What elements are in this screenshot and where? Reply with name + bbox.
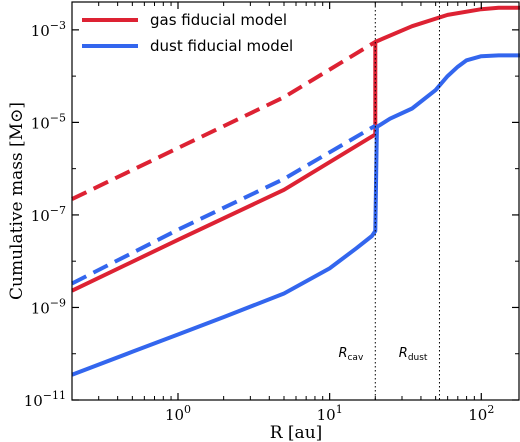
series-lines xyxy=(71,5,520,377)
legend-label-0: gas fiducial model xyxy=(150,11,287,29)
y-tick-label: 10−11 xyxy=(24,389,66,410)
x-tick-label: 101 xyxy=(317,403,343,424)
vline-label-0: Rcav xyxy=(338,346,364,363)
series-line-3 xyxy=(71,123,377,286)
reference-lines: Rcav Rdust xyxy=(338,2,440,400)
vline-label-1: Rdust xyxy=(399,346,428,363)
tick-labels: 100 101 102 10−11 10−9 10−7 10−5 10−3 xyxy=(24,19,495,424)
legend: gas fiducial model dust fiducial model xyxy=(82,11,293,55)
x-tick-label: 100 xyxy=(165,403,191,424)
y-tick-label: 10−3 xyxy=(31,19,66,40)
x-axis-label: R [au] xyxy=(270,423,323,442)
legend-label-1: dust fiducial model xyxy=(150,37,293,55)
plot-frame xyxy=(71,1,520,401)
series-line-2 xyxy=(71,53,520,377)
y-tick-label: 10−9 xyxy=(31,296,66,317)
y-axis-label: Cumulative mass [M⊙] xyxy=(7,102,27,300)
axis-ticks xyxy=(71,2,519,401)
y-tick-label: 10−5 xyxy=(31,111,66,132)
y-tick-label: 10−7 xyxy=(31,204,66,225)
x-tick-label: 102 xyxy=(468,403,494,424)
series-line-1 xyxy=(71,40,377,201)
series-line-0 xyxy=(71,5,520,293)
